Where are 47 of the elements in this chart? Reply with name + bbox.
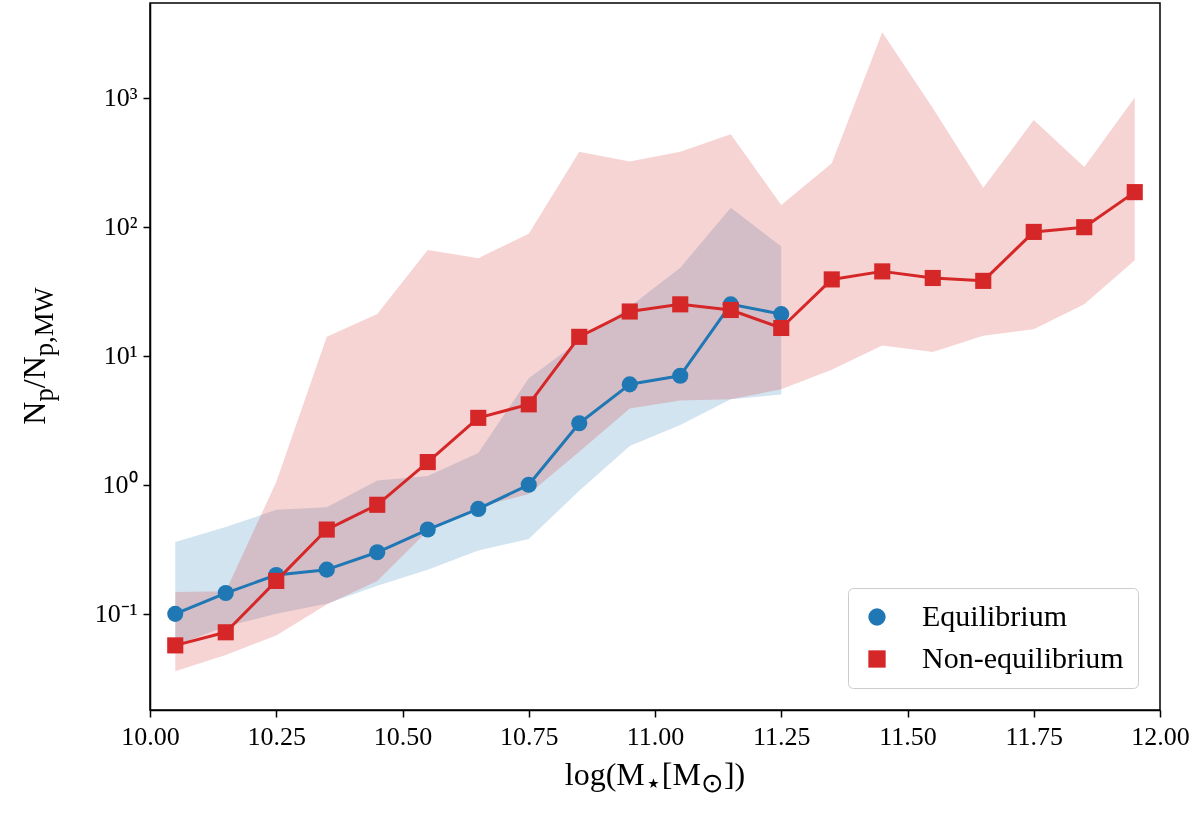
x-tick-label: 10.75 — [500, 721, 559, 751]
point — [621, 376, 638, 393]
point — [268, 572, 285, 589]
point — [773, 319, 790, 337]
y-tick-label: 10² — [103, 212, 138, 242]
point — [217, 624, 234, 641]
x-tick-label: 11.50 — [879, 721, 937, 751]
x-tick-label: 11.75 — [1005, 721, 1064, 751]
point — [520, 396, 537, 413]
x-axis-title: log(M$_{⋆}$[M$_{⊙}$]) — [564, 756, 746, 800]
point — [217, 584, 234, 602]
point — [419, 453, 436, 471]
point — [167, 637, 184, 654]
legend-label: Non-equilibrium — [922, 641, 1124, 674]
point — [621, 303, 638, 320]
point — [369, 496, 386, 513]
point — [318, 521, 335, 538]
y-tick-label: 10¹ — [103, 341, 138, 371]
point — [874, 263, 891, 280]
point — [1076, 219, 1093, 236]
point — [419, 521, 436, 538]
point — [520, 476, 537, 493]
point — [823, 271, 840, 288]
point — [1025, 223, 1042, 240]
x-tick-label: 10.00 — [121, 721, 180, 751]
point — [470, 500, 487, 517]
point — [369, 544, 386, 561]
y-tick-label: 10⁻¹ — [94, 599, 138, 629]
point — [672, 367, 689, 384]
point — [924, 269, 941, 287]
point — [1126, 184, 1143, 201]
point — [571, 415, 588, 432]
x-tick-label: 11.25 — [752, 721, 811, 751]
point — [167, 605, 184, 622]
x-tick-label: 10.50 — [373, 721, 433, 751]
x-tick-label: 10.25 — [247, 721, 306, 751]
x-tick-label: 11.00 — [626, 721, 685, 751]
point — [975, 272, 992, 289]
legend-label: Equilibrium — [922, 599, 1067, 632]
point — [672, 296, 689, 313]
point — [318, 561, 335, 578]
point — [722, 301, 739, 319]
point — [571, 328, 588, 345]
y-tick-label: 10⁰ — [102, 470, 138, 500]
y-tick-label: 10³ — [103, 83, 138, 113]
x-tick-label: 12.00 — [1131, 721, 1190, 751]
point — [470, 409, 487, 426]
